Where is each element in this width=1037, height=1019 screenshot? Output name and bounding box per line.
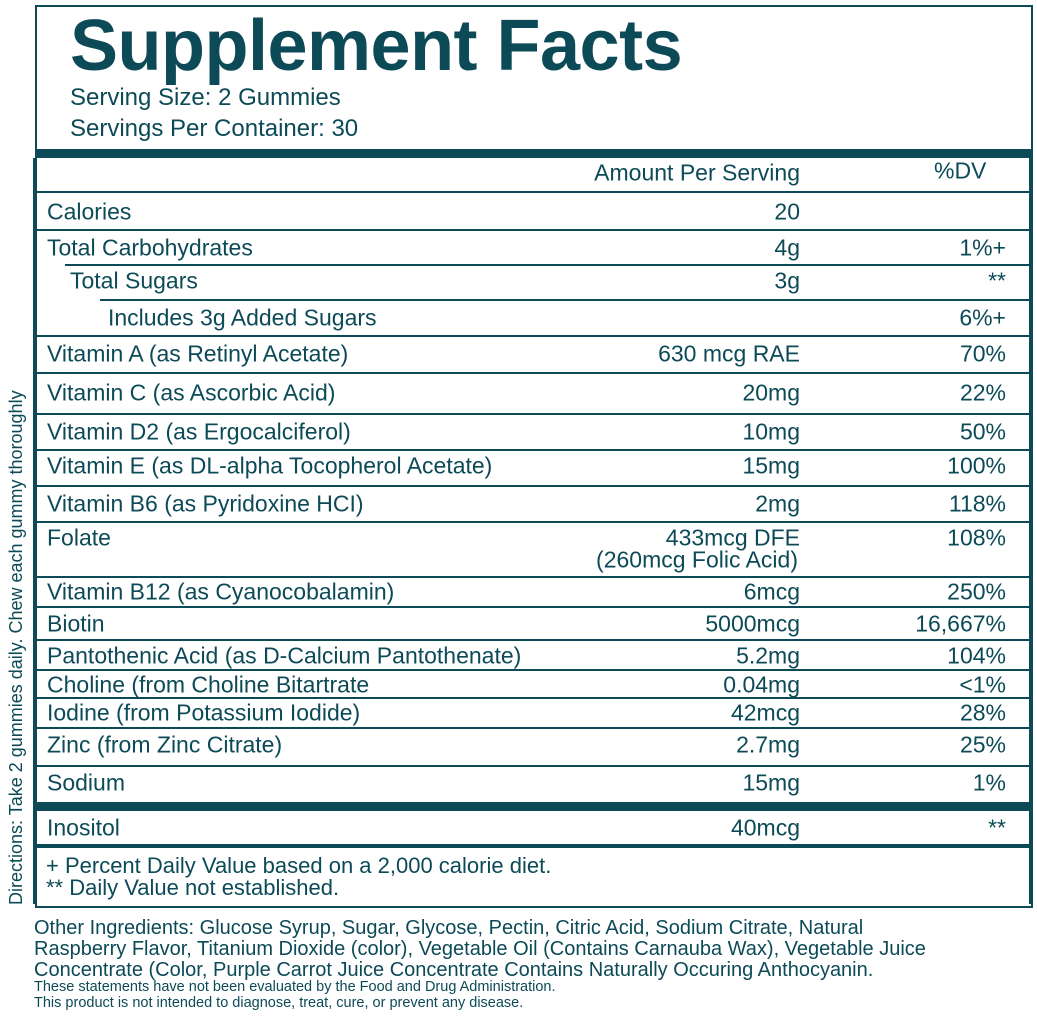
nutrient-amount: 42mcg (730, 699, 800, 726)
nutrient-amount: 2mg (755, 490, 800, 517)
nutrient-name: Vitamin C (as Ascorbic Acid) (47, 379, 336, 406)
nutrient-dv: 104% (947, 642, 1006, 669)
other-ingredients: Concentrate (Color, Purple Carrot Juice … (34, 959, 874, 981)
nutrient-name: Vitamin B6 (as Pyridoxine HCI) (47, 490, 364, 517)
nutrient-name: Biotin (47, 610, 105, 637)
label-title: Supplement Facts (70, 6, 683, 86)
row-rule (35, 576, 1031, 578)
nutrient-amount: 3g (774, 267, 800, 294)
disclaimer: These statements have not been evaluated… (34, 979, 556, 995)
nutrient-name: Total Sugars (70, 267, 198, 294)
nutrient-amount: 5.2mg (736, 642, 800, 669)
row-rule (35, 229, 1031, 231)
directions: Directions: Take 2 gummies daily. Chew e… (6, 390, 26, 905)
nutrient-dv: 22% (959, 379, 1006, 406)
nutrient-name: Choline (from Choline Bitartrate (47, 671, 370, 698)
nutrient-name: Calories (47, 198, 132, 225)
nutrient-amount: 433mcg DFE (665, 524, 800, 551)
nutrient-amount: 2.7mg (736, 731, 800, 758)
nutrient-amount: 20mg (742, 379, 800, 406)
footnote: + Percent Daily Value based on a 2,000 c… (46, 853, 552, 878)
nutrient-dv: 6%+ (959, 304, 1006, 331)
servings-per-container: Servings Per Container: 30 (70, 115, 359, 142)
row-rule (65, 264, 1031, 266)
header-rule (37, 191, 1031, 193)
nutrient-name: Includes 3g Added Sugars (108, 304, 377, 331)
nutrient-name: Zinc (from Zinc Citrate) (47, 731, 283, 758)
nutrient-dv: 100% (947, 452, 1006, 479)
row-rule (35, 521, 1031, 523)
footnote: ** Daily Value not established. (46, 875, 340, 900)
nutrient-dv: ** (988, 814, 1006, 841)
thick-rule (35, 149, 1031, 158)
nutrient-amount: 0.04mg (723, 671, 800, 698)
other-ingredients: Raspberry Flavor, Titanium Dioxide (colo… (34, 938, 926, 960)
nutrient-amount: 6mcg (743, 578, 800, 605)
nutrient-name: Folate (47, 524, 111, 551)
nutrient-amount: 40mcg (730, 814, 800, 841)
row-rule (35, 639, 1031, 641)
nutrient-amount: 15mg (742, 452, 800, 479)
nutrient-name: Iodine (from Potassium Iodide) (47, 699, 361, 726)
nutrient-dv: 250% (947, 578, 1006, 605)
nutrient-dv: <1% (959, 671, 1006, 698)
nutrient-dv: 50% (959, 418, 1006, 445)
nutrient-dv: 118% (948, 490, 1006, 517)
nutrient-amount: 10mg (742, 418, 800, 445)
nutrient-dv: ** (988, 267, 1006, 294)
row-rule (35, 335, 1031, 337)
nutrient-dv: 25% (959, 731, 1006, 758)
amount-header: Amount Per Serving (594, 159, 800, 186)
row-rule (100, 299, 1031, 301)
row-rule (35, 606, 1031, 608)
nutrient-amount-detail: (260mcg Folic Acid) (596, 546, 798, 573)
row-rule (35, 669, 1031, 671)
nutrient-dv: 70% (959, 340, 1006, 367)
nutrient-dv: 16,667% (915, 610, 1006, 637)
nutrient-name: Pantothenic Acid (as D-Calcium Pantothen… (47, 642, 522, 669)
row-rule (35, 727, 1031, 729)
row-rule (35, 413, 1031, 415)
nutrient-amount: 5000mcg (705, 610, 800, 637)
other-ingredients: Other Ingredients: Glucose Syrup, Sugar,… (34, 917, 864, 939)
row-rule (35, 485, 1031, 487)
row-rule (35, 449, 1031, 451)
inner-left-rule (33, 158, 35, 904)
nutrient-dv: 1%+ (959, 234, 1006, 261)
nutrient-name: Vitamin D2 (as Ergocalciferol) (47, 418, 351, 445)
nutrient-amount: 630 mcg RAE (658, 340, 800, 367)
row-rule (35, 844, 1031, 848)
row-rule (35, 697, 1031, 699)
nutrient-name: Vitamin B12 (as Cyanocobalamin) (47, 578, 395, 605)
row-rule (35, 765, 1031, 767)
nutrient-name: Inositol (47, 814, 120, 841)
nutrient-dv: 1% (972, 769, 1006, 796)
nutrient-name: Vitamin E (as DL-alpha Tocopherol Acetat… (47, 452, 493, 479)
nutrient-amount: 20 (774, 198, 800, 225)
label-frame (35, 5, 1033, 908)
nutrient-dv: 108% (947, 524, 1006, 551)
inner-right-rule (1029, 158, 1031, 904)
dv-header: %DV (934, 157, 987, 184)
nutrient-name: Sodium (47, 769, 125, 796)
serving-size: Serving Size: 2 Gummies (70, 84, 341, 111)
row-rule (35, 801, 1031, 811)
row-rule (35, 372, 1031, 374)
nutrient-name: Total Carbohydrates (47, 234, 253, 261)
nutrient-name: Vitamin A (as Retinyl Acetate) (47, 340, 349, 367)
nutrient-amount: 15mg (742, 769, 800, 796)
nutrient-dv: 28% (959, 699, 1006, 726)
nutrient-amount: 4g (774, 234, 800, 261)
disclaimer: This product is not intended to diagnose… (34, 995, 524, 1011)
